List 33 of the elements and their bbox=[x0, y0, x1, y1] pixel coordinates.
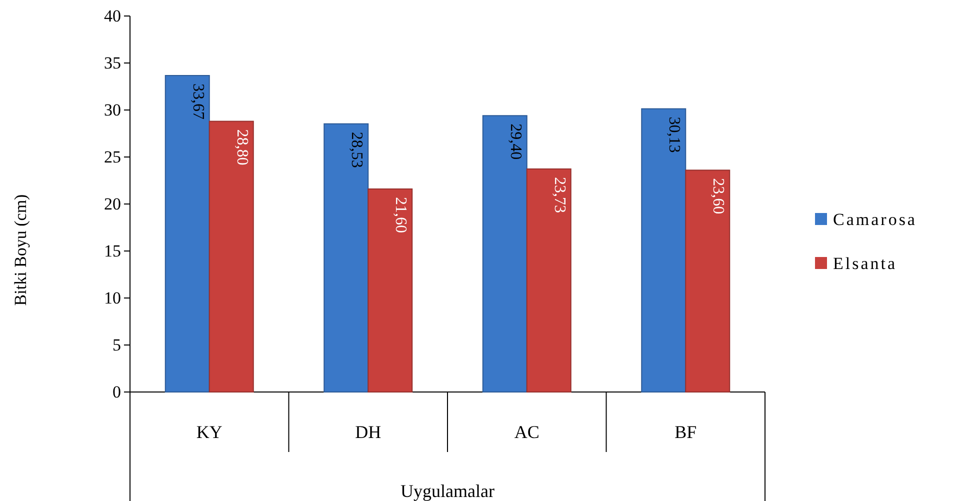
x-tick-label: DH bbox=[355, 422, 382, 442]
bar bbox=[526, 168, 572, 392]
bar bbox=[208, 120, 254, 392]
bar bbox=[368, 188, 413, 392]
y-tick-label: 30 bbox=[104, 100, 121, 120]
legend-label: Elsanta bbox=[833, 254, 898, 273]
data-label: 29,40 bbox=[506, 124, 524, 160]
legend-label: Camarosa bbox=[833, 210, 917, 229]
x-axis-title: Uygulamalar bbox=[400, 481, 494, 501]
data-label: 23,60 bbox=[710, 178, 727, 214]
bar bbox=[641, 108, 686, 392]
y-tick-label: 40 bbox=[104, 6, 121, 26]
y-tick-label: 15 bbox=[104, 241, 121, 260]
x-tick-label: KY bbox=[196, 422, 222, 442]
bar bbox=[685, 170, 730, 392]
y-tick-label: 20 bbox=[104, 194, 121, 214]
y-tick-label: 10 bbox=[104, 288, 121, 308]
data-label: 28,80 bbox=[233, 129, 250, 166]
data-label: 23,73 bbox=[550, 176, 568, 213]
bar bbox=[324, 123, 369, 392]
bar bbox=[164, 75, 210, 392]
y-axis-title: Bitki Boyu (cm) bbox=[11, 194, 30, 306]
x-tick-label: AC bbox=[514, 422, 540, 442]
data-label: 33,67 bbox=[189, 84, 206, 120]
y-tick-label: 35 bbox=[104, 53, 121, 72]
y-tick-label: 25 bbox=[104, 147, 121, 166]
data-label: 28,53 bbox=[348, 132, 366, 168]
data-label: 21,60 bbox=[392, 196, 410, 233]
x-tick-label: BF bbox=[674, 422, 697, 442]
bar bbox=[482, 115, 528, 392]
y-tick-label: 5 bbox=[112, 335, 121, 354]
y-tick-label: 0 bbox=[112, 382, 121, 402]
data-label: 30,13 bbox=[666, 116, 683, 153]
